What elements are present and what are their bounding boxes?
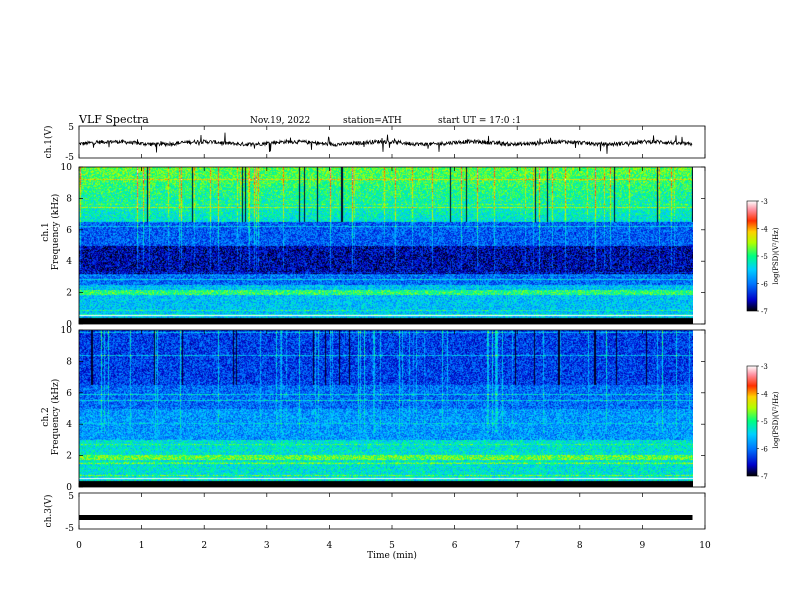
ch1-colorbar [746, 200, 758, 312]
ch2-ytick-10: 10 [61, 326, 73, 336]
ch1-ytick-2: 2 [66, 289, 72, 299]
ch1-spectrogram-panel: 0 2 4 6 8 10 ch.1Frequency (kHz) -3 -4 -5 -6 -7 l… [41, 163, 780, 330]
ch1-ytick-bottom: -5 [65, 153, 74, 163]
ch1-ytick-8: 8 [66, 194, 72, 204]
date-label: Nov.19, 2022 [250, 116, 310, 126]
ch2-colorbar-label: log(PSD)(V²/Hz) [772, 391, 780, 448]
ch2-ytick-4: 4 [66, 420, 72, 430]
start-ut-label: start UT = 17:0 :1 [438, 116, 521, 126]
ch1-colorbar-ticks: -3 -4 -5 -6 -7 [757, 198, 768, 316]
ch1-colorbar-tick-m7: -7 [761, 308, 768, 316]
ch3-ytick-bottom: -5 [65, 524, 74, 534]
ch1-yticks: 0 2 4 6 8 10 [61, 163, 705, 330]
ch1-ytick-10: 10 [61, 163, 73, 173]
figure-title: VLF Spectra [78, 113, 149, 126]
ch2-colorbar-tick-m4: -4 [761, 391, 768, 399]
ch2-ytick-6: 6 [66, 389, 72, 399]
time-tick-label-0: 0 [76, 541, 82, 551]
ch1-colorbar-label: log(PSD)(V²/Hz) [772, 227, 780, 284]
ch1-ytick-6: 6 [66, 226, 72, 236]
time-tick-label-3: 3 [264, 541, 270, 551]
ch3-waveform-ylabel: ch.3(V) [43, 495, 54, 528]
ch1-waveform-panel: 5 -5 ch.1(V) [43, 123, 706, 163]
time-tick-label-7: 7 [514, 541, 520, 551]
ch3-waveform-trace [79, 515, 693, 520]
ch2-yticks: 0 2 4 6 8 10 [61, 326, 705, 493]
ch2-colorbar-tick-m3: -3 [761, 363, 768, 371]
ch3-waveform-panel: 5 -5 ch.3(V) [43, 492, 706, 534]
ch2-colorbar-tick-m5: -5 [761, 418, 768, 426]
ch2-spectrogram-ylabel: ch.2Frequency (kHz) [41, 379, 61, 456]
ch1-ytick-0: 0 [66, 320, 72, 330]
ch2-ytick-0: 0 [66, 483, 72, 493]
ch1-ytick-4: 4 [66, 257, 72, 267]
ch1-colorbar-tick-m4: -4 [761, 226, 768, 234]
time-tick-label-2: 2 [201, 541, 207, 551]
time-tick-label-5: 5 [389, 541, 395, 551]
time-tick-label-8: 8 [577, 541, 583, 551]
time-tick-label-1: 1 [139, 541, 145, 551]
ch1-ytick-top: 5 [68, 123, 74, 133]
time-tick-label-10: 10 [699, 541, 711, 551]
station-label: station=ATH [343, 116, 402, 126]
ch1-waveform-ylabel: ch.1(V) [43, 126, 54, 159]
ch2-ytick-2: 2 [66, 452, 72, 462]
time-tick-label-6: 6 [452, 541, 458, 551]
ch2-colorbar [746, 365, 758, 477]
ch2-spectrogram-heatmap [79, 330, 693, 487]
ch1-colorbar-tick-m5: -5 [761, 253, 768, 261]
time-axis-ticks: 0 1 2 3 4 5 6 7 8 9 10 [76, 126, 711, 551]
ch1-spectrogram-ylabel: ch.1Frequency (kHz) [41, 194, 61, 271]
ch1-colorbar-tick-m6: -6 [761, 281, 768, 289]
time-tick-label-9: 9 [640, 541, 646, 551]
time-tick-label-4: 4 [327, 541, 333, 551]
ch1-spectrogram-heatmap [79, 167, 693, 324]
ch1-waveform-trace [78, 132, 693, 154]
ch2-colorbar-tick-m6: -6 [761, 446, 768, 454]
ch1-colorbar-tick-m3: -3 [761, 198, 768, 206]
ch3-ytick-top: 5 [68, 492, 74, 502]
ch2-ytick-8: 8 [66, 357, 72, 367]
time-axis-label: Time (min) [367, 550, 417, 561]
ch2-colorbar-tick-m7: -7 [761, 473, 768, 481]
ch2-spectrogram-panel: 0 2 4 6 8 10 ch.2Frequency (kHz) -3 -4 -5 -6 -7 l… [41, 326, 780, 493]
ch2-colorbar-ticks: -3 -4 -5 -6 -7 [757, 363, 768, 481]
